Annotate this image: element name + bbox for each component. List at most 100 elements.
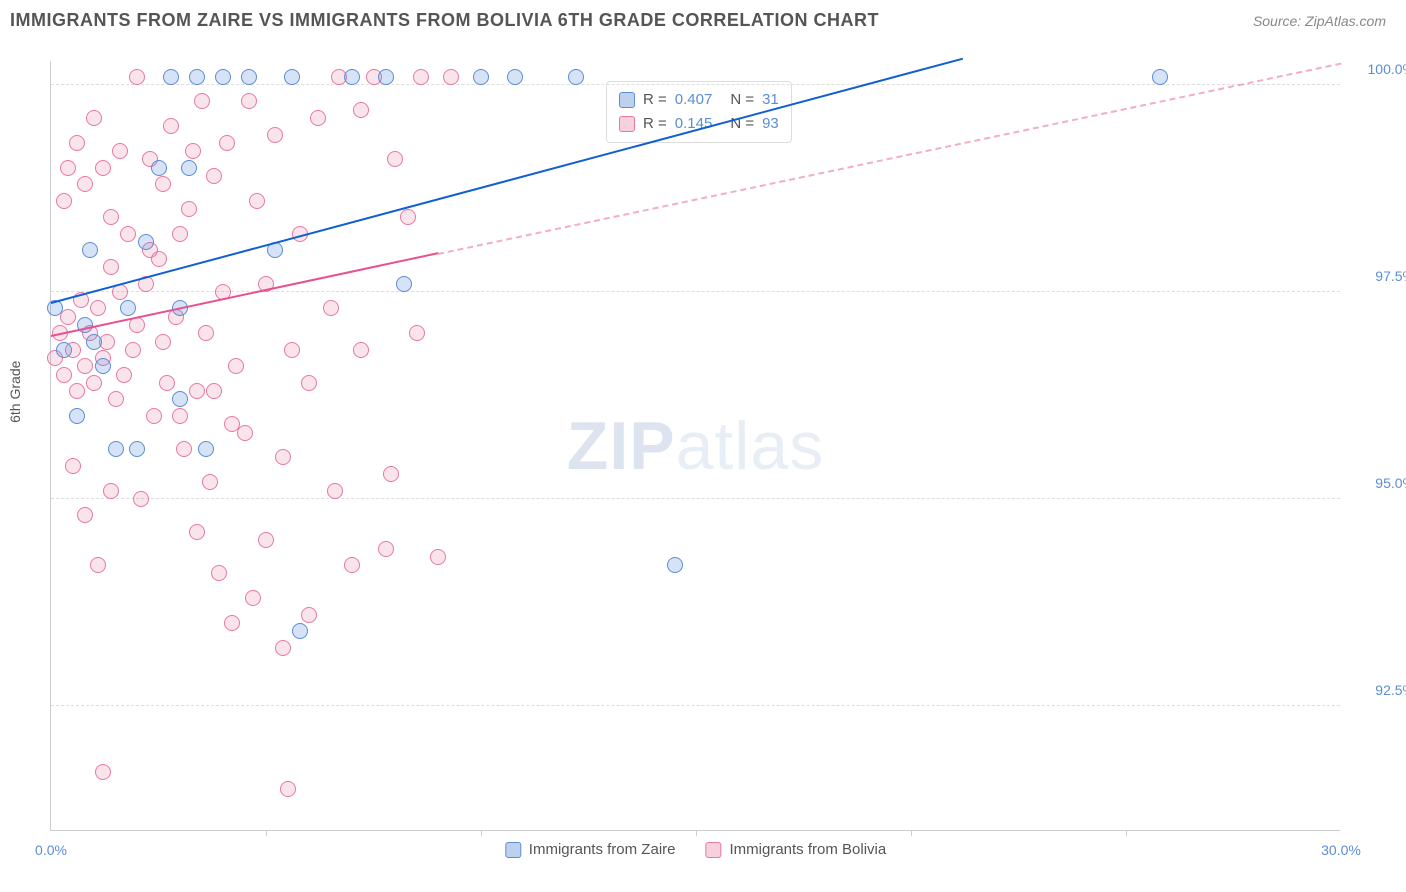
scatter-point xyxy=(77,507,93,523)
scatter-point xyxy=(327,483,343,499)
scatter-point xyxy=(95,764,111,780)
scatter-point xyxy=(69,135,85,151)
scatter-point xyxy=(353,342,369,358)
scatter-point xyxy=(323,300,339,316)
scatter-point xyxy=(280,781,296,797)
scatter-point xyxy=(189,69,205,85)
scatter-point xyxy=(181,201,197,217)
scatter-point xyxy=(430,549,446,565)
scatter-point xyxy=(387,151,403,167)
scatter-point xyxy=(138,234,154,250)
chart-container: 6th Grade ZIPatlas R = 0.407 N = 31 R = … xyxy=(30,41,1396,851)
scatter-point xyxy=(667,557,683,573)
scatter-point xyxy=(185,143,201,159)
series-legend-zaire: Immigrants from Zaire xyxy=(505,841,676,858)
watermark-bold: ZIP xyxy=(567,408,676,484)
scatter-point xyxy=(413,69,429,85)
scatter-point xyxy=(151,160,167,176)
scatter-point xyxy=(56,367,72,383)
scatter-point xyxy=(344,69,360,85)
scatter-point xyxy=(275,640,291,656)
scatter-point xyxy=(275,449,291,465)
gridline xyxy=(51,291,1340,292)
scatter-point xyxy=(69,408,85,424)
scatter-point xyxy=(189,524,205,540)
scatter-point xyxy=(120,300,136,316)
y-tick-label: 92.5% xyxy=(1375,682,1406,698)
gridline xyxy=(51,84,1340,85)
scatter-point xyxy=(202,474,218,490)
n-label: N = xyxy=(730,88,754,112)
scatter-point xyxy=(163,69,179,85)
scatter-point xyxy=(396,276,412,292)
scatter-point xyxy=(129,69,145,85)
scatter-point xyxy=(301,375,317,391)
scatter-point xyxy=(60,160,76,176)
gridline xyxy=(51,498,1340,499)
scatter-point xyxy=(228,358,244,374)
chart-header: IMMIGRANTS FROM ZAIRE VS IMMIGRANTS FROM… xyxy=(0,0,1406,41)
scatter-point xyxy=(400,209,416,225)
scatter-point xyxy=(568,69,584,85)
scatter-point xyxy=(215,69,231,85)
x-tick xyxy=(1126,830,1127,836)
watermark-rest: atlas xyxy=(676,408,825,484)
scatter-point xyxy=(219,135,235,151)
scatter-point xyxy=(194,93,210,109)
scatter-point xyxy=(103,483,119,499)
x-tick xyxy=(481,830,482,836)
scatter-point xyxy=(443,69,459,85)
chart-title: IMMIGRANTS FROM ZAIRE VS IMMIGRANTS FROM… xyxy=(10,10,879,31)
plot-area: ZIPatlas R = 0.407 N = 31 R = 0.145 N = … xyxy=(50,61,1340,831)
scatter-point xyxy=(378,69,394,85)
scatter-point xyxy=(65,458,81,474)
y-tick-label: 100.0% xyxy=(1368,61,1406,77)
r-value-zaire: 0.407 xyxy=(675,88,713,112)
legend-swatch-bolivia xyxy=(619,116,635,132)
scatter-point xyxy=(155,334,171,350)
scatter-point xyxy=(310,110,326,126)
scatter-point xyxy=(86,110,102,126)
watermark: ZIPatlas xyxy=(567,407,824,485)
scatter-point xyxy=(108,391,124,407)
scatter-point xyxy=(258,532,274,548)
scatter-point xyxy=(82,242,98,258)
scatter-point xyxy=(56,342,72,358)
scatter-point xyxy=(189,383,205,399)
scatter-point xyxy=(86,375,102,391)
scatter-point xyxy=(378,541,394,557)
scatter-point xyxy=(163,118,179,134)
scatter-point xyxy=(224,416,240,432)
x-tick xyxy=(911,830,912,836)
r-label-2: R = xyxy=(643,112,667,136)
source-attribution: Source: ZipAtlas.com xyxy=(1253,13,1386,29)
correlation-legend-row-zaire: R = 0.407 N = 31 xyxy=(619,88,779,112)
scatter-point xyxy=(133,491,149,507)
scatter-point xyxy=(112,143,128,159)
scatter-point xyxy=(383,466,399,482)
scatter-point xyxy=(172,391,188,407)
scatter-point xyxy=(172,408,188,424)
scatter-point xyxy=(353,102,369,118)
scatter-point xyxy=(159,375,175,391)
scatter-point xyxy=(95,160,111,176)
scatter-point xyxy=(86,334,102,350)
scatter-point xyxy=(206,383,222,399)
scatter-point xyxy=(507,69,523,85)
x-tick-label: 0.0% xyxy=(35,842,67,858)
series-legend: Immigrants from Zaire Immigrants from Bo… xyxy=(505,841,886,858)
series-label-bolivia: Immigrants from Bolivia xyxy=(730,841,887,858)
scatter-point xyxy=(90,300,106,316)
legend-swatch-zaire-2 xyxy=(505,842,521,858)
scatter-point xyxy=(90,557,106,573)
legend-swatch-zaire xyxy=(619,92,635,108)
scatter-point xyxy=(292,623,308,639)
scatter-point xyxy=(103,209,119,225)
scatter-point xyxy=(224,615,240,631)
scatter-point xyxy=(245,590,261,606)
trendline xyxy=(51,58,963,304)
scatter-point xyxy=(108,441,124,457)
scatter-point xyxy=(77,358,93,374)
y-tick-label: 95.0% xyxy=(1375,475,1406,491)
scatter-point xyxy=(249,193,265,209)
